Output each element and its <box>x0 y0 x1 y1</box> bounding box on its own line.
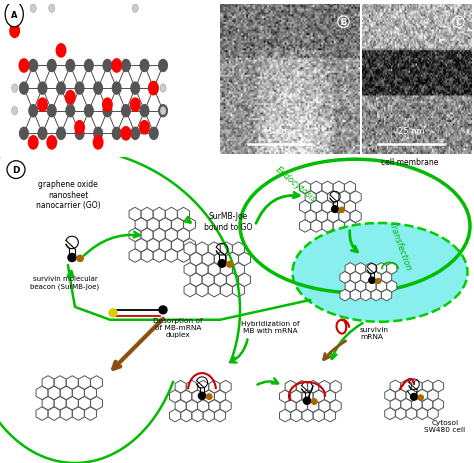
Circle shape <box>75 128 84 140</box>
Circle shape <box>57 83 65 95</box>
Circle shape <box>19 83 28 95</box>
Text: Desorption of
of MB-mRNA
duplex: Desorption of of MB-mRNA duplex <box>153 317 203 337</box>
Circle shape <box>66 60 74 72</box>
Circle shape <box>29 60 37 72</box>
Circle shape <box>47 60 56 72</box>
Circle shape <box>65 91 75 105</box>
Circle shape <box>112 83 121 95</box>
Circle shape <box>57 128 65 140</box>
Circle shape <box>160 85 166 93</box>
Circle shape <box>84 106 93 118</box>
Circle shape <box>369 277 375 284</box>
Circle shape <box>12 85 18 93</box>
Circle shape <box>131 128 139 140</box>
Text: Transfection: Transfection <box>387 220 413 272</box>
Text: survivin molecular
beacon (SurMB-Joe): survivin molecular beacon (SurMB-Joe) <box>30 275 100 289</box>
Circle shape <box>75 121 84 135</box>
Circle shape <box>148 82 158 95</box>
Circle shape <box>132 5 138 13</box>
Text: B: B <box>340 18 346 27</box>
Ellipse shape <box>292 224 467 322</box>
Text: A: A <box>11 11 18 19</box>
Circle shape <box>19 128 28 140</box>
Circle shape <box>332 206 338 213</box>
Circle shape <box>130 99 140 112</box>
Circle shape <box>206 394 212 400</box>
Circle shape <box>49 5 55 13</box>
Circle shape <box>93 137 103 150</box>
Circle shape <box>109 309 117 317</box>
Circle shape <box>159 106 167 118</box>
Circle shape <box>19 60 29 73</box>
Text: cell membrane: cell membrane <box>381 158 439 167</box>
Circle shape <box>30 5 36 13</box>
Circle shape <box>418 395 423 400</box>
Circle shape <box>75 83 84 95</box>
Circle shape <box>103 99 112 112</box>
Text: graphene oxide
nanosheet
nanocarrier (GO): graphene oxide nanosheet nanocarrier (GO… <box>36 180 100 210</box>
Text: Cytosol
SW480 cell: Cytosol SW480 cell <box>424 419 465 432</box>
Text: 1 μm: 1 μm <box>268 126 290 136</box>
Circle shape <box>218 260 226 268</box>
Circle shape <box>94 83 102 95</box>
Circle shape <box>159 306 167 314</box>
Text: C: C <box>456 18 462 27</box>
Text: D: D <box>12 166 20 175</box>
Circle shape <box>66 106 74 118</box>
Circle shape <box>103 106 112 118</box>
Circle shape <box>94 128 102 140</box>
Circle shape <box>199 393 206 400</box>
Circle shape <box>410 394 418 400</box>
Circle shape <box>122 106 130 118</box>
Circle shape <box>160 107 166 116</box>
Text: 25 nm: 25 nm <box>398 126 424 136</box>
Circle shape <box>84 60 93 72</box>
Circle shape <box>149 83 158 95</box>
Text: Endocytosis: Endocytosis <box>274 164 318 204</box>
Circle shape <box>311 399 317 405</box>
Circle shape <box>68 254 76 262</box>
Circle shape <box>131 83 139 95</box>
Circle shape <box>122 60 130 72</box>
Circle shape <box>149 128 158 140</box>
Circle shape <box>47 106 56 118</box>
Circle shape <box>303 397 310 405</box>
Circle shape <box>5 2 23 28</box>
Text: survivin
mRNA: survivin mRNA <box>360 326 389 339</box>
Circle shape <box>103 60 112 72</box>
Circle shape <box>38 83 47 95</box>
Circle shape <box>12 107 18 116</box>
Circle shape <box>376 279 381 284</box>
Text: SurMB-Joe
bound to GO: SurMB-Joe bound to GO <box>204 212 252 231</box>
Circle shape <box>140 121 149 135</box>
Circle shape <box>47 137 56 150</box>
Circle shape <box>112 128 121 140</box>
Circle shape <box>140 60 149 72</box>
Circle shape <box>56 44 66 58</box>
Circle shape <box>121 127 131 141</box>
Circle shape <box>159 60 167 72</box>
Circle shape <box>29 106 37 118</box>
Circle shape <box>140 106 149 118</box>
Circle shape <box>38 99 47 112</box>
Circle shape <box>112 60 121 73</box>
Circle shape <box>38 128 47 140</box>
Circle shape <box>28 137 38 150</box>
Circle shape <box>227 262 233 268</box>
Circle shape <box>77 256 83 262</box>
Text: Hybridization of
MB with mRNA: Hybridization of MB with mRNA <box>241 320 299 333</box>
Circle shape <box>339 208 345 213</box>
Circle shape <box>10 25 19 38</box>
Circle shape <box>7 162 25 179</box>
